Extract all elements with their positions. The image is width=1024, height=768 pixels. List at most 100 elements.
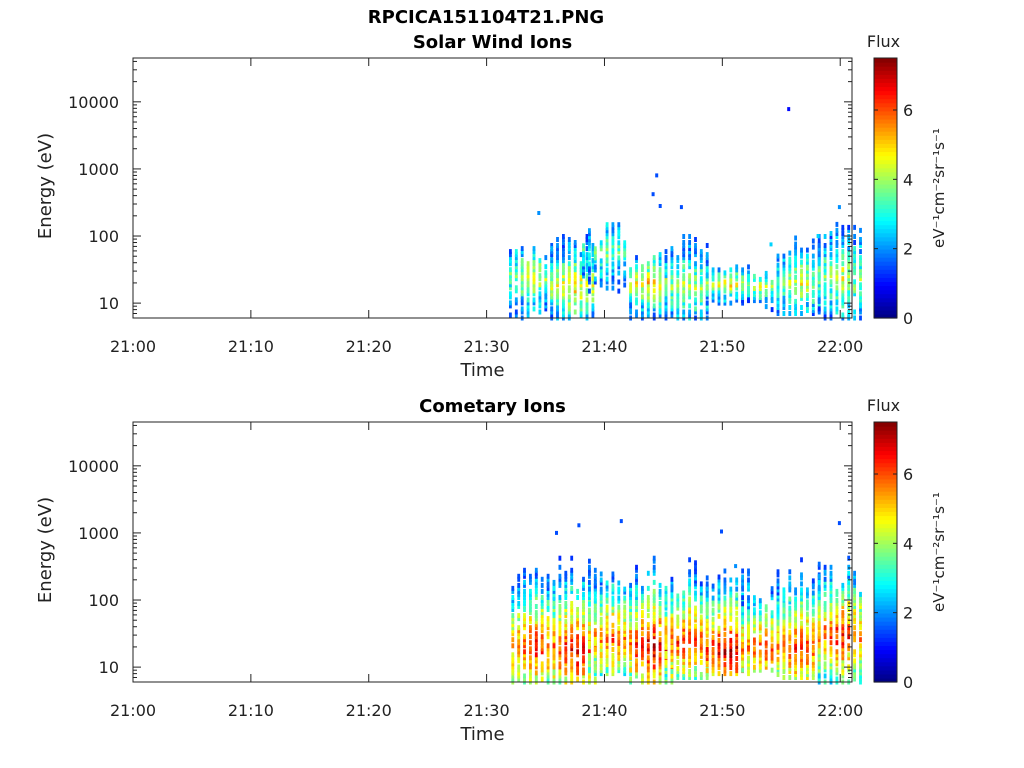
heatmap-cell: [588, 228, 591, 234]
heatmap-cell: [629, 676, 633, 682]
heatmap-cell: [588, 595, 591, 600]
heatmap-cell: [841, 312, 845, 318]
heatmap-cell: [694, 623, 697, 629]
heatmap-cell: [711, 276, 715, 282]
heatmap-cell: [562, 240, 565, 245]
heatmap-cell: [646, 303, 650, 309]
heatmap-cell: [688, 650, 692, 656]
heatmap-cell: [564, 604, 568, 609]
heatmap-cell: [800, 590, 803, 596]
heatmap-cell: [841, 616, 845, 622]
heatmap-cell: [564, 582, 568, 588]
heatmap-cell: [526, 288, 530, 294]
heatmap-cell: [835, 616, 839, 622]
heatmap-cell: [776, 305, 780, 310]
heatmap-cell: [546, 579, 550, 585]
heatmap-cell: [800, 656, 803, 662]
heatmap-cell: [847, 252, 851, 258]
heatmap-cell: [576, 607, 580, 612]
heatmap-cell: [540, 604, 544, 609]
heatmap-cell: [847, 570, 851, 576]
heatmap-cell: [776, 623, 780, 629]
heatmap-cell: [567, 240, 571, 245]
heatmap-cell: [859, 300, 862, 306]
heatmap-cell: [717, 607, 721, 613]
heatmap-cell: [540, 595, 544, 600]
heatmap-cell: [794, 253, 798, 259]
heatmap-cell: [605, 653, 609, 658]
heatmap-cell: [646, 613, 650, 619]
heatmap-cell: [788, 575, 792, 581]
heatmap-cell: [841, 661, 845, 667]
heatmap-cell: [841, 243, 845, 248]
heatmap-cell: [652, 579, 656, 585]
heatmap-cell: [517, 616, 521, 622]
heatmap-cell: [747, 619, 750, 625]
heatmap-cell: [770, 298, 774, 304]
heatmap-cell: [688, 279, 692, 285]
heatmap-cell: [753, 616, 756, 622]
heatmap-cell: [529, 579, 532, 585]
heatmap-cell: [735, 628, 739, 634]
heatmap-cell: [593, 567, 597, 573]
heatmap-cell: [670, 611, 674, 617]
heatmap-cell: [605, 619, 609, 625]
heatmap-cell: [550, 270, 554, 276]
heatmap-cell: [729, 285, 733, 291]
heatmap-cell: [652, 607, 656, 612]
heatmap-cell: [558, 640, 562, 646]
heatmap-cell: [788, 647, 792, 653]
heatmap-cell: [635, 309, 638, 315]
heatmap-cell: [664, 605, 668, 611]
heatmap-cell: [699, 629, 703, 635]
heatmap-cell: [676, 647, 680, 653]
heatmap-cell: [593, 676, 597, 682]
heatmap-cell: [729, 300, 733, 306]
heatmap-cell: [670, 249, 674, 255]
heatmap-cell: [588, 616, 591, 622]
heatmap-cell: [794, 617, 798, 623]
heatmap-cell: [623, 249, 627, 255]
heatmap-cell: [534, 661, 538, 667]
heatmap-point: [658, 204, 662, 208]
heatmap-cell: [670, 676, 674, 682]
heatmap-cell: [517, 649, 521, 655]
heatmap-cell: [847, 643, 851, 649]
colorbar-segment: [874, 163, 897, 169]
colorbar-segment: [874, 584, 897, 590]
heatmap-cell: [694, 647, 697, 653]
heatmap-cell: [582, 258, 585, 264]
heatmap-cell: [556, 255, 559, 261]
heatmap-cell: [599, 261, 603, 267]
heatmap-cell: [570, 634, 574, 640]
heatmap-cell: [579, 300, 583, 306]
colorbar-segment: [874, 661, 897, 667]
heatmap-cell: [747, 664, 750, 670]
heatmap-cell: [688, 605, 692, 611]
heatmap-cell: [585, 267, 589, 273]
heatmap-cell: [652, 673, 656, 679]
heatmap-cell: [514, 285, 518, 291]
heatmap-cell: [511, 652, 515, 658]
heatmap-cell: [682, 288, 686, 294]
heatmap-cell: [635, 312, 638, 318]
heatmap-cell: [552, 637, 556, 643]
heatmap-cell: [806, 274, 809, 280]
heatmap-cell: [562, 309, 565, 315]
heatmap-cell: [567, 276, 571, 282]
heatmap-cell: [853, 625, 857, 631]
heatmap-cell: [605, 643, 609, 649]
x-tick-label: 21:30: [464, 337, 510, 356]
heatmap-cell: [573, 240, 577, 245]
heatmap-cell: [591, 309, 595, 315]
heatmap-cell: [729, 643, 733, 649]
heatmap-cell: [770, 586, 774, 592]
heatmap-cell: [629, 649, 633, 655]
heatmap-cell: [605, 665, 609, 671]
heatmap-cell: [585, 279, 589, 285]
heatmap-cell: [694, 279, 697, 285]
heatmap-cell: [829, 622, 833, 628]
heatmap-cell: [705, 586, 709, 592]
heatmap-cell: [682, 258, 686, 264]
heatmap-cell: [817, 258, 821, 264]
